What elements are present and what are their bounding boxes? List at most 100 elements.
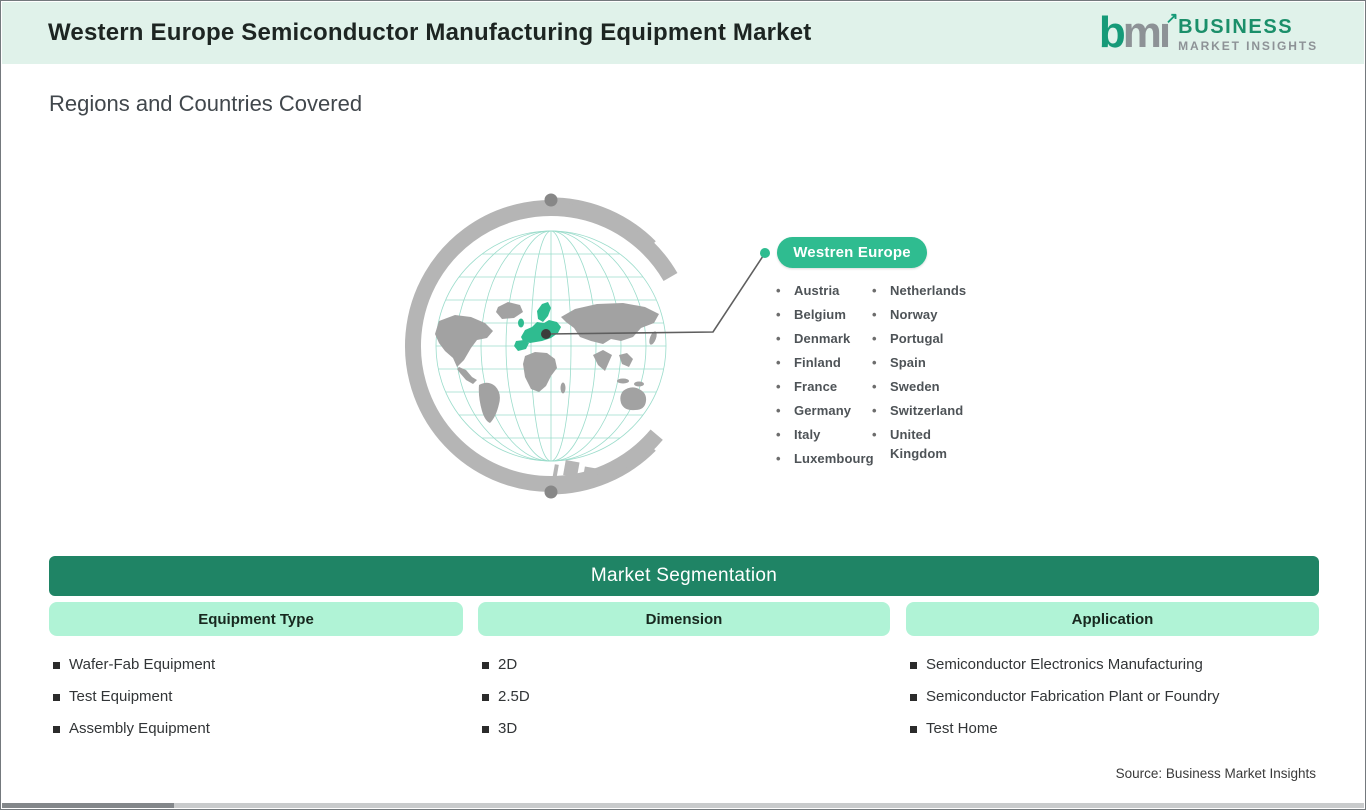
segment-item-label: Semiconductor Fabrication Plant or Found…: [926, 688, 1220, 705]
country-label: Norway: [890, 306, 938, 322]
header-bar: Western Europe Semiconductor Manufacturi…: [2, 2, 1364, 64]
segment-item-label: Test Home: [926, 720, 998, 737]
segment-column-header-dimension: Dimension: [478, 602, 890, 636]
logo-letter-m: m: [1122, 8, 1162, 57]
segment-item: Test Equipment: [53, 689, 463, 705]
country-label: Spain: [890, 354, 926, 370]
page-title: Western Europe Semiconductor Manufacturi…: [48, 19, 812, 46]
bullet-icon: •: [872, 282, 877, 298]
bmi-logo-mark: bmı ↗: [1099, 10, 1178, 55]
bullet-icon: •: [872, 402, 877, 418]
orbit-dot-bottom: [544, 485, 558, 499]
square-bullet-icon: [910, 693, 917, 701]
country-item: • United Kingdom: [872, 422, 958, 465]
logo-word-business: BUSINESS: [1178, 16, 1294, 39]
company-logo: bmı ↗ BUSINESS MARKET INSIGHTS: [1099, 10, 1318, 55]
segment-item: Assembly Equipment: [53, 721, 463, 737]
callout-connector: [541, 248, 770, 339]
segment-item: Semiconductor Fabrication Plant or Found…: [910, 689, 1330, 705]
world-map: [435, 302, 659, 423]
country-label: Germany: [794, 402, 852, 418]
segment-item: Semiconductor Electronics Manufacturing: [910, 657, 1330, 673]
country-item: • Norway: [872, 302, 958, 326]
country-label: United Kingdom: [890, 426, 948, 461]
country-label: Portugal: [890, 330, 944, 346]
logo-letter-b: b: [1098, 8, 1126, 57]
segment-item: Test Home: [910, 721, 1330, 737]
bullet-icon: •: [872, 378, 877, 394]
segment-item-label: Wafer-Fab Equipment: [69, 656, 216, 673]
country-item: • Sweden: [872, 374, 958, 398]
orbit-dot-top: [544, 193, 558, 207]
country-label: Denmark: [794, 330, 851, 346]
segment-column-header-equipment-type: Equipment Type: [49, 602, 463, 636]
country-item: • Denmark: [776, 326, 872, 350]
segment-column-header-application: Application: [906, 602, 1319, 636]
callout-anchor-dot: [760, 248, 770, 258]
section-title: Regions and Countries Covered: [49, 91, 363, 116]
country-label: Sweden: [890, 378, 940, 394]
segment-list-equipment-type: Wafer-Fab Equipment Test Equipment Assem…: [53, 657, 463, 753]
segment-item-label: Test Equipment: [69, 688, 173, 705]
segment-item: 2D: [482, 657, 882, 673]
logo-arrow-icon: ↗: [1165, 10, 1179, 27]
scrollbar-thumb[interactable]: [2, 803, 174, 808]
segment-item: Wafer-Fab Equipment: [53, 657, 463, 673]
arc-dash-marks: [552, 460, 599, 484]
square-bullet-icon: [482, 693, 489, 701]
bullet-icon: •: [872, 426, 877, 442]
bullet-icon: •: [776, 330, 781, 346]
square-bullet-icon: [53, 725, 60, 733]
country-label: Luxembourg: [794, 450, 874, 466]
bullet-icon: •: [776, 354, 781, 370]
square-bullet-icon: [910, 725, 917, 733]
bullet-icon: •: [776, 282, 781, 298]
globe-graphic: [405, 193, 770, 499]
country-item: • Switzerland: [872, 398, 963, 422]
country-item: • Finland: [776, 350, 872, 374]
map-marker-dot: [541, 329, 551, 339]
square-bullet-icon: [482, 725, 489, 733]
country-label: Belgium: [794, 306, 846, 322]
country-item: • Austria: [776, 278, 872, 302]
regions-illustration: Westren Europe • Austria • Belgium • Denmar…: [1, 141, 1365, 546]
square-bullet-icon: [482, 661, 489, 669]
region-label-pill: Westren Europe: [777, 237, 927, 268]
country-label: Netherlands: [890, 282, 967, 298]
country-item: • Spain: [872, 350, 958, 374]
bullet-icon: •: [872, 306, 877, 322]
country-label: Switzerland: [890, 402, 964, 418]
segment-item: 2.5D: [482, 689, 882, 705]
segment-item-label: 3D: [498, 720, 518, 737]
source-note: Source: Business Market Insights: [1115, 766, 1316, 781]
horizontal-scrollbar[interactable]: [2, 803, 1364, 808]
segment-item-label: Assembly Equipment: [69, 720, 210, 737]
country-label: Finland: [794, 354, 841, 370]
country-label: Austria: [794, 282, 840, 298]
country-item: • France: [776, 374, 872, 398]
country-columns: • Austria • Belgium • Denmark • Finland • Fra…: [776, 278, 966, 470]
bullet-icon: •: [776, 306, 781, 322]
country-item: • Luxembourg: [776, 446, 874, 470]
segment-list-application: Semiconductor Electronics Manufacturing …: [910, 657, 1330, 753]
western-europe-region: [514, 302, 561, 351]
country-item: • Italy: [776, 422, 872, 446]
square-bullet-icon: [910, 661, 917, 669]
logo-word-market-insights: MARKET INSIGHTS: [1178, 39, 1318, 54]
logo-letter-i: ı ↗: [1159, 8, 1178, 57]
logo-wordmark: BUSINESS MARKET INSIGHTS: [1178, 13, 1318, 53]
bullet-icon: •: [776, 378, 781, 394]
country-item: • Germany: [776, 398, 872, 422]
square-bullet-icon: [53, 693, 60, 701]
bullet-icon: •: [872, 354, 877, 370]
bullet-icon: •: [776, 426, 781, 442]
segment-item-label: 2.5D: [498, 688, 530, 705]
segment-item: 3D: [482, 721, 882, 737]
country-label: Italy: [794, 426, 821, 442]
market-segmentation-header: Market Segmentation: [49, 556, 1319, 596]
square-bullet-icon: [53, 661, 60, 669]
bullet-icon: •: [776, 402, 781, 418]
segment-list-dimension: 2D 2.5D 3D: [482, 657, 882, 753]
country-item: • Belgium: [776, 302, 872, 326]
